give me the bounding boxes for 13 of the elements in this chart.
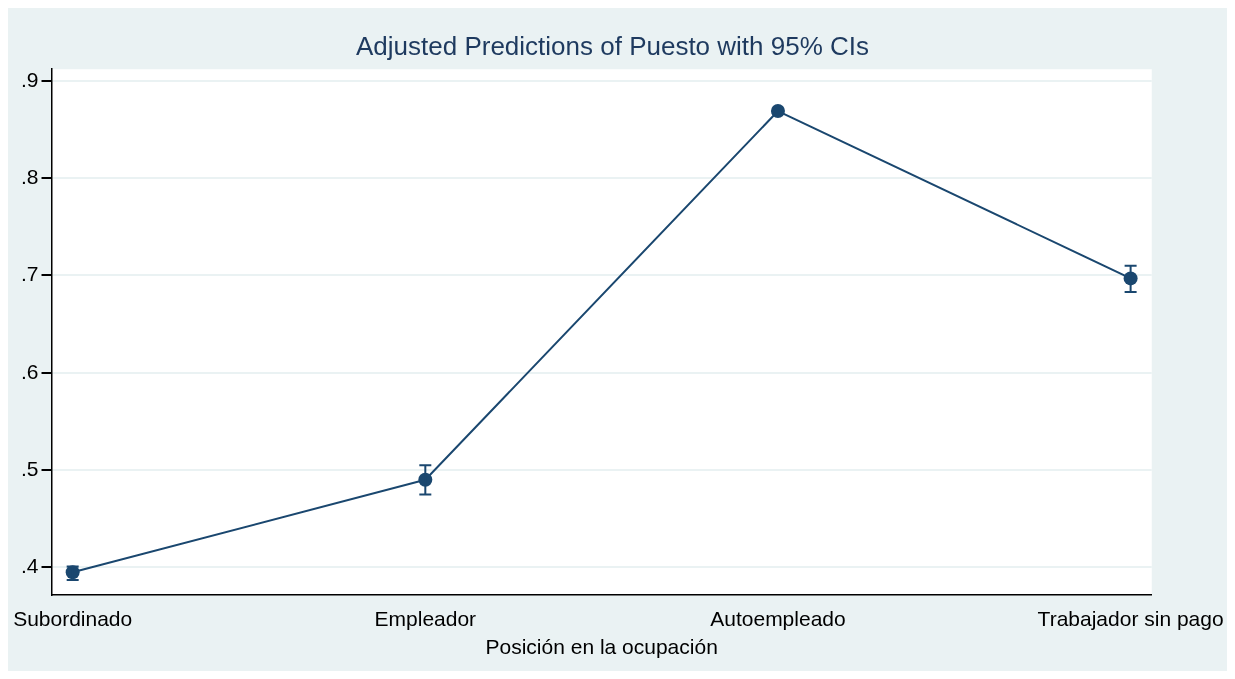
x-tick-label: Empleador (374, 607, 477, 630)
x-axis-title: Posición en la ocupación (485, 635, 718, 659)
y-tick-label: .6 (21, 359, 39, 383)
x-tick-label: Subordinado (13, 607, 133, 630)
y-tick-label: .9 (21, 67, 39, 91)
point (770, 104, 785, 119)
x-tick-label: Autoempleado (710, 607, 846, 630)
x-tick-label: Trabajador sin pago (1037, 607, 1224, 630)
y-tick-label: .4 (21, 554, 39, 578)
y-tick-label: .5 (21, 456, 39, 480)
y-tick-label: .7 (21, 262, 39, 286)
y-tick-label: .8 (21, 164, 39, 188)
chart-title: Adjusted Predictions of Puesto with 95% CIs (355, 30, 870, 61)
